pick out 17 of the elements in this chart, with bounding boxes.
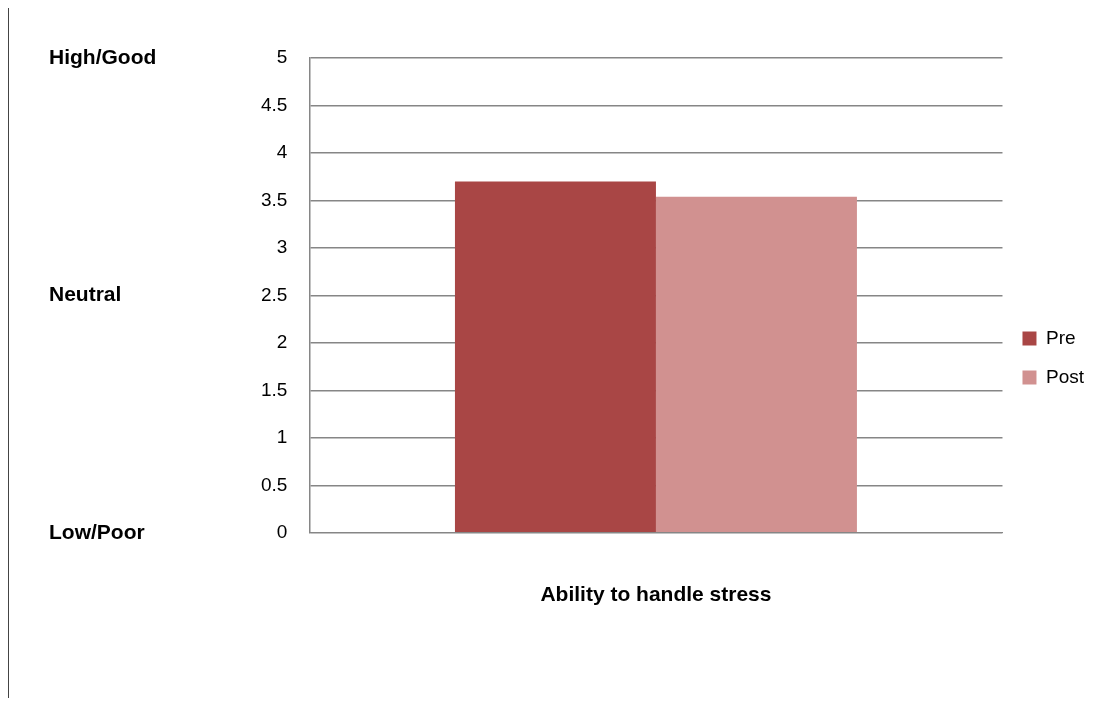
y-tick-label: 0 [276, 521, 288, 543]
text: High/Good [49, 44, 157, 68]
text: Low/Poor [49, 519, 145, 543]
y-tick-label: 0.5 [260, 473, 288, 495]
y-tick-label: 1.5 [260, 378, 288, 400]
legend-label: Post [1045, 365, 1085, 387]
y-tick-label: 5 [276, 46, 288, 68]
y-tick-label: 4.5 [260, 93, 288, 115]
y-tick-label: 1 [276, 426, 288, 448]
x-tick-label: Ability to handle stress [540, 582, 772, 606]
text: Neutral [49, 282, 122, 306]
legend-label: Pre [1045, 326, 1076, 348]
y-tick-label: 2.5 [260, 283, 288, 305]
y-tick-label: 3 [276, 236, 288, 258]
y-tick-label: 2 [276, 331, 288, 353]
y-tick-label: 3.5 [260, 188, 288, 210]
y-tick-label: 4 [276, 141, 288, 163]
